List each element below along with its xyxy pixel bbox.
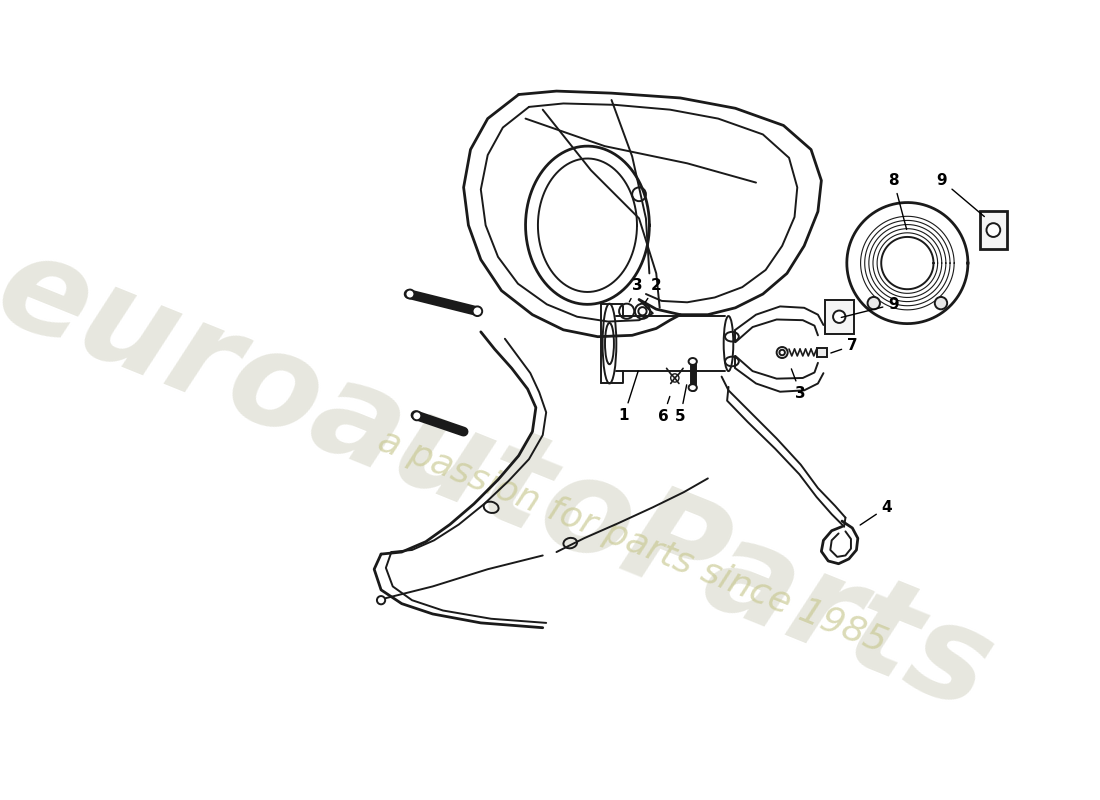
Text: euroautoParts: euroautoParts xyxy=(0,222,1010,738)
Text: 6: 6 xyxy=(658,397,670,424)
Circle shape xyxy=(833,310,846,323)
FancyBboxPatch shape xyxy=(980,211,1008,250)
Ellipse shape xyxy=(689,384,696,391)
Ellipse shape xyxy=(412,411,421,420)
Bar xyxy=(816,348,827,358)
Ellipse shape xyxy=(689,358,696,365)
Text: 4: 4 xyxy=(860,500,892,525)
Text: 8: 8 xyxy=(889,173,906,230)
Text: 3: 3 xyxy=(791,369,806,402)
Text: 3: 3 xyxy=(629,278,644,302)
Text: 5: 5 xyxy=(675,385,686,424)
FancyBboxPatch shape xyxy=(825,299,854,334)
Text: 1: 1 xyxy=(618,371,638,423)
Ellipse shape xyxy=(473,306,482,316)
Text: 7: 7 xyxy=(830,338,858,353)
Circle shape xyxy=(868,297,880,310)
Circle shape xyxy=(987,223,1000,237)
Ellipse shape xyxy=(377,596,385,604)
Text: a passion for parts since 1985: a passion for parts since 1985 xyxy=(373,424,892,660)
Text: 9: 9 xyxy=(842,297,899,318)
Text: 2: 2 xyxy=(646,278,661,302)
Circle shape xyxy=(935,297,947,310)
Ellipse shape xyxy=(406,290,415,298)
Text: 9: 9 xyxy=(936,173,985,217)
